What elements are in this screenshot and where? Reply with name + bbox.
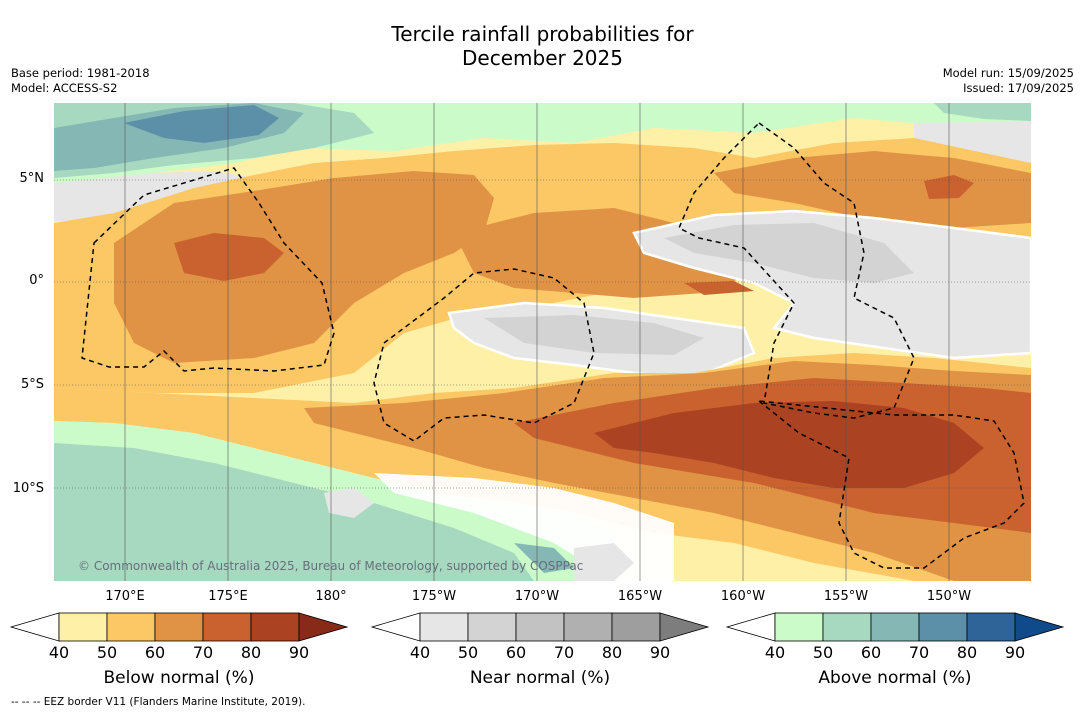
south-teal — [514, 543, 574, 573]
model-run: Model run: 15/09/2025 — [942, 66, 1074, 80]
colorbar-segment — [106, 612, 156, 642]
cb1-tick-40: 40 — [409, 643, 431, 662]
south-dark-red — [594, 401, 984, 488]
map-title: Tercile rainfall probabilities for Decem… — [0, 22, 1085, 70]
colorbar-segment — [870, 612, 920, 642]
lon-label-160w: 160°W — [720, 589, 766, 604]
colorbar-segment — [774, 612, 824, 642]
title-line-2: December 2025 — [462, 46, 623, 70]
lon-label-165w: 165°W — [617, 589, 663, 604]
lat-label-10s: 10°S — [12, 481, 44, 496]
near-normal-east-dark — [664, 223, 914, 283]
south-gray-patch-2 — [574, 543, 634, 581]
cb2-tick-80: 80 — [956, 643, 978, 662]
south-green-2 — [54, 443, 534, 581]
eez-cook-islands — [756, 399, 1025, 569]
lon-label-175e: 175°E — [208, 589, 248, 604]
lon-label-170w: 170°W — [514, 589, 560, 604]
colorbar-near-normal — [371, 612, 710, 642]
colorbar-extend-high — [298, 612, 349, 642]
orange-northeast — [714, 151, 1031, 228]
meta-left: Base period: 1981-2018 Model: ACCESS-S2 — [11, 66, 150, 95]
colorbar-segment — [611, 612, 661, 642]
cb0-tick-40: 40 — [48, 643, 70, 662]
north-green-east — [934, 103, 1031, 121]
colorbar-segment — [966, 612, 1016, 642]
near-normal-central-dark — [484, 315, 704, 355]
copyright-notice: © Commonwealth of Australia 2025, Bureau… — [78, 559, 584, 573]
lon-label-180: 180° — [315, 589, 347, 604]
graticule-meridians — [124, 103, 950, 581]
issued-date: Issued: 17/09/2025 — [963, 80, 1074, 95]
colorbar-extend-high — [1014, 612, 1065, 642]
model-name: Model: ACCESS-S2 — [11, 80, 118, 95]
eez-kiribati-gilbert — [81, 167, 335, 372]
cb2-tick-90: 90 — [1004, 643, 1026, 662]
cb1-tick-60: 60 — [505, 643, 527, 662]
colorbar-title-below: Below normal (%) — [103, 668, 255, 688]
colorbar-segment — [419, 612, 469, 642]
graticule — [54, 179, 1031, 489]
colorbar-above-normal — [726, 612, 1065, 642]
north-near-normal — [54, 171, 254, 221]
lat-label-5n: 5°N — [19, 171, 45, 186]
colorbar-segment — [467, 612, 517, 642]
colorbar-title-above: Above normal (%) — [818, 668, 972, 688]
cb1-tick-80: 80 — [601, 643, 623, 662]
colorbar-extend-low — [726, 612, 776, 642]
north-orange-west — [114, 171, 494, 363]
colorbar-below-normal — [10, 612, 349, 642]
colorbar-segment — [58, 612, 108, 642]
colorbar-segment — [202, 612, 252, 642]
cb0-tick-80: 80 — [240, 643, 262, 662]
cb2-tick-60: 60 — [860, 643, 882, 662]
colorbar-title-near: Near normal (%) — [469, 668, 611, 688]
colorbar-segment — [822, 612, 872, 642]
colorbar-extend-low — [371, 612, 421, 642]
lon-label-175w: 175°W — [411, 589, 457, 604]
south-gray-patch — [324, 488, 374, 518]
lat-label-5s: 5°S — [20, 377, 44, 392]
cb1-tick-50: 50 — [457, 643, 479, 662]
eez-footnote: -- -- -- EEZ border V11 (Flanders Marine… — [11, 696, 306, 708]
cb1-tick-70: 70 — [553, 643, 575, 662]
title-line-1: Tercile rainfall probabilities for — [391, 22, 694, 46]
eez-kiribati-phoenix — [373, 268, 595, 442]
colorbar-segment — [515, 612, 565, 642]
probability-map — [54, 103, 1031, 581]
cb0-tick-90: 90 — [288, 643, 310, 662]
cb2-tick-50: 50 — [812, 643, 834, 662]
lat-label-0: 0° — [29, 273, 44, 288]
cb0-tick-60: 60 — [144, 643, 166, 662]
red-patch-center — [684, 281, 754, 295]
cb0-tick-70: 70 — [192, 643, 214, 662]
north-blue-west — [124, 105, 279, 143]
colorbar-segment — [918, 612, 968, 642]
cb2-tick-40: 40 — [764, 643, 786, 662]
colorbar-segment — [154, 612, 204, 642]
meta-right: Model run: 15/09/2025 Issued: 17/09/2025 — [943, 66, 1074, 95]
eez-borders — [81, 122, 1025, 569]
colorbar-extend-low — [10, 612, 60, 642]
cb2-tick-70: 70 — [908, 643, 930, 662]
eez-kiribati-line — [678, 122, 915, 419]
red-patch-west — [174, 233, 284, 281]
lon-label-150w: 150°W — [926, 589, 972, 604]
cb1-tick-90: 90 — [649, 643, 671, 662]
colorbar-segment — [563, 612, 613, 642]
lon-label-170e: 170°E — [105, 589, 145, 604]
colorbar-segment — [250, 612, 300, 642]
base-period: Base period: 1981-2018 — [11, 66, 150, 80]
cb0-tick-50: 50 — [96, 643, 118, 662]
lon-label-155w: 155°W — [823, 589, 869, 604]
colorbar-extend-high — [659, 612, 710, 642]
